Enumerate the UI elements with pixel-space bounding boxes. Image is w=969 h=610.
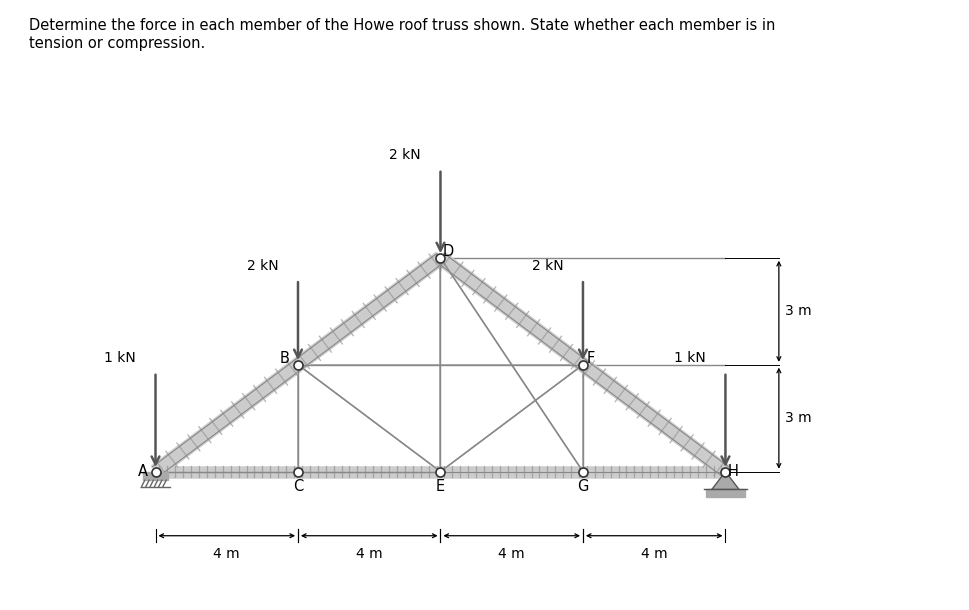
Text: B: B [279, 351, 289, 366]
Text: 2 kN: 2 kN [531, 259, 563, 273]
Text: F: F [586, 351, 594, 366]
Bar [705, 489, 744, 497]
Text: A: A [138, 464, 148, 479]
Text: 1 kN: 1 kN [104, 351, 136, 365]
Text: 2 kN: 2 kN [389, 148, 421, 162]
Polygon shape [711, 472, 738, 489]
Text: 2 kN: 2 kN [246, 259, 278, 273]
Text: 3 m: 3 m [785, 304, 811, 318]
Text: D: D [442, 244, 453, 259]
Text: 1 kN: 1 kN [673, 351, 705, 365]
Text: E: E [435, 479, 445, 494]
Text: G: G [577, 479, 588, 494]
Text: H: H [727, 464, 738, 479]
Text: 4 m: 4 m [498, 547, 524, 561]
Text: 4 m: 4 m [641, 547, 667, 561]
Text: 3 m: 3 m [785, 411, 811, 425]
Text: 4 m: 4 m [356, 547, 382, 561]
Text: 4 m: 4 m [213, 547, 239, 561]
Text: Determine the force in each member of the Howe roof truss shown. State whether e: Determine the force in each member of th… [29, 18, 774, 51]
Text: C: C [293, 479, 302, 494]
Bar [142, 472, 168, 480]
